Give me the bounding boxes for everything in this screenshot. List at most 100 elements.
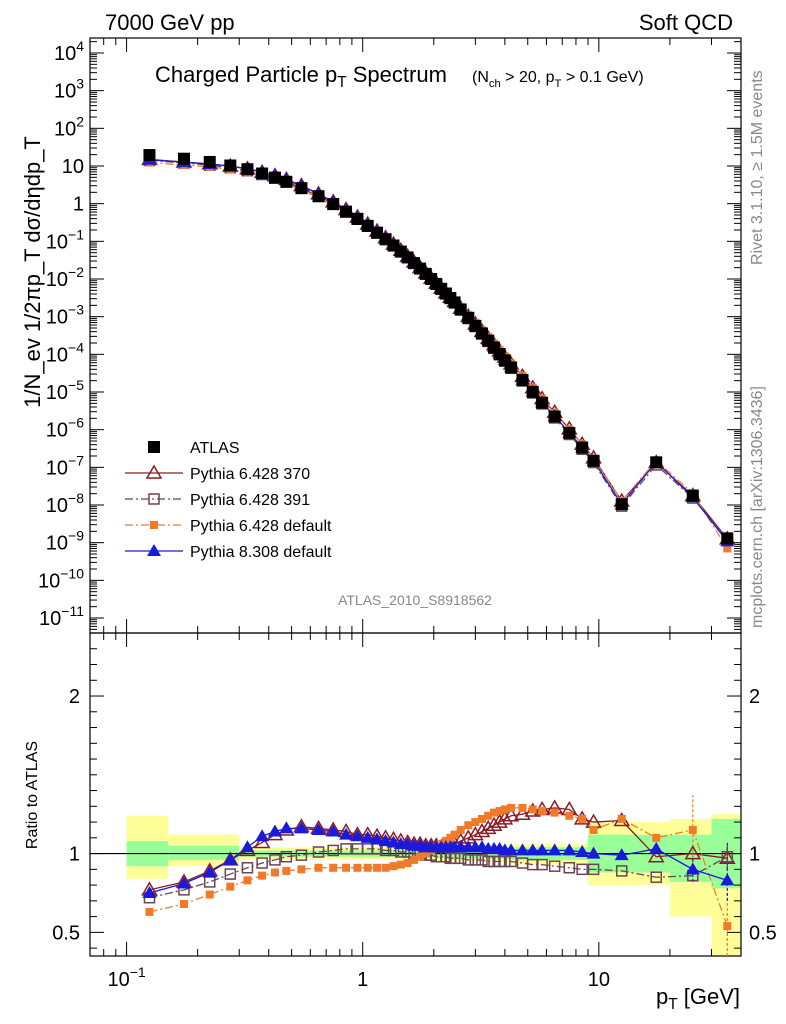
ratio-point-s3 <box>471 818 480 827</box>
ratio-point-s3 <box>446 833 455 842</box>
ratio-point-s1 <box>647 848 665 863</box>
main-point-atlas <box>295 182 308 195</box>
ratio-point-s3 <box>314 863 323 872</box>
ratio-point-s4 <box>350 829 365 842</box>
ratio-point-s3 <box>477 814 486 823</box>
ratio-point-s3 <box>226 882 235 891</box>
ratio-point-s3 <box>297 865 306 874</box>
ratio-point-s3 <box>282 866 291 875</box>
ratio-point-s2 <box>224 868 237 880</box>
main-point-atlas <box>686 489 699 502</box>
ratio-point-s3 <box>518 803 527 812</box>
y-tick-label: 10−2 <box>46 264 84 291</box>
x-axis-label: pT​ [GeV] <box>656 984 740 1013</box>
main-point-atlas <box>548 410 561 423</box>
y-tick-label: 10−3 <box>46 302 84 329</box>
ratio-point-s2 <box>721 850 734 863</box>
main-point-atlas <box>143 149 156 162</box>
ratio-point-s2 <box>499 855 511 868</box>
ratio-point-s4 <box>279 821 294 834</box>
main-subtitle: (Nch​ > 20, pT​ > 0.1 GeV) <box>472 69 644 90</box>
ratio-point-s4 <box>575 845 590 858</box>
y-tick-label: 10−5 <box>46 377 84 404</box>
ratio-point-s3 <box>421 849 430 858</box>
ratio-point-s2 <box>563 862 576 874</box>
ratio-point-s1 <box>719 849 736 865</box>
ratio-point-s4 <box>547 843 562 856</box>
main-point-atlas <box>280 175 293 188</box>
ratio-point-s2 <box>295 849 308 861</box>
ratio-point-s3 <box>258 871 267 880</box>
main-point-atlas <box>615 498 628 511</box>
ratio-point-s4 <box>339 827 354 840</box>
main-point-atlas <box>327 198 340 211</box>
ratio-point-s4 <box>378 833 393 846</box>
x-tick-label: 10−1 <box>107 964 145 991</box>
main-point-atlas <box>516 374 529 387</box>
ratio-point-s3 <box>688 825 697 834</box>
ratio-point-s1 <box>496 810 514 825</box>
ratio-point-s2 <box>203 876 216 888</box>
ratio-point-s1 <box>473 823 491 838</box>
ratio-point-s3 <box>270 868 279 877</box>
ratio-panel: 10−1 1 10 pT​ [GeV] 0.5 0.5 1 1 2 2 Ratio to ATLAS <box>24 632 777 1013</box>
legend-marker-1 <box>145 464 163 479</box>
ratio-point-s3 <box>550 808 559 817</box>
ratio-point-s4 <box>685 862 700 875</box>
ratio-point-s2 <box>256 857 268 869</box>
y-tick-label: 10−1 <box>46 226 84 253</box>
main-point-atlas <box>224 159 237 172</box>
ratio-point-s3 <box>329 863 338 872</box>
mcplots-label: mcplots.cern.ch [arXiv:1306.3436] <box>749 386 766 628</box>
y-tick-label: 102 <box>54 113 84 140</box>
ratio-point-s3 <box>403 859 412 868</box>
ratio-point-s3 <box>578 814 587 823</box>
legend-label-0: ATLAS <box>190 440 240 457</box>
ratio-point-s2 <box>280 850 293 863</box>
ratio-point-s2 <box>469 854 482 866</box>
ratio-point-s3 <box>410 855 419 864</box>
ratio-point-s4 <box>504 843 519 856</box>
ratio-point-s2 <box>462 854 475 866</box>
ratio-point-s3 <box>538 807 547 816</box>
ratio-point-s1 <box>684 845 702 860</box>
ratio-point-s3 <box>205 890 214 899</box>
main-point-atlas <box>721 532 734 545</box>
ratio-point-s3 <box>145 907 154 916</box>
y-tick-label: 10−6 <box>46 415 84 442</box>
main-panel: 10410310210110−110−210−310−410−510−610−7… <box>20 37 742 634</box>
legend-marker-3 <box>150 521 158 529</box>
y-tick-label: 103 <box>54 76 84 103</box>
ratio-point-s3 <box>589 825 598 834</box>
ratio-point-s3 <box>652 833 661 842</box>
ratio-y-tick-label: 2 <box>69 686 80 708</box>
main-point-atlas <box>203 155 216 168</box>
ratio-point-s3 <box>389 862 398 871</box>
ratio-point-s4 <box>176 876 191 889</box>
ratio-point-s1 <box>514 805 531 820</box>
ratio-point-s3 <box>353 863 362 872</box>
ratio-point-s4 <box>267 824 282 837</box>
ratio-point-s2 <box>454 852 467 865</box>
ratio-point-s3 <box>373 863 382 872</box>
ratio-line-2 <box>149 848 728 899</box>
y-tick-label: 10−9 <box>46 528 84 555</box>
ratio-point-s2 <box>650 871 662 883</box>
legend-marker-4 <box>147 544 161 556</box>
main-point-atlas <box>268 171 281 184</box>
ratio-point-s2 <box>241 862 254 874</box>
ratio-y-tick-label-right: 1 <box>749 844 760 866</box>
legend-label-2: Pythia 6.428 391 <box>190 492 310 509</box>
y-axis-label: 1/N_ev 1/2πp_T dσ/dηdp_T <box>20 136 45 408</box>
ratio-point-s4 <box>614 848 629 861</box>
ratio-point-s4 <box>535 843 550 856</box>
legend: ATLAS Pythia 6.428 370 Pythia 6.428 391 Pyt… <box>125 440 332 561</box>
legend-marker-2 <box>148 493 160 505</box>
ratio-point-s3 <box>342 863 351 872</box>
ratio-point-s3 <box>490 808 499 817</box>
main-point-atlas <box>361 220 374 233</box>
legend-label-1: Pythia 6.428 370 <box>190 466 310 483</box>
ratio-point-s3 <box>464 821 473 830</box>
y-tick-label: 10−7 <box>46 452 84 479</box>
